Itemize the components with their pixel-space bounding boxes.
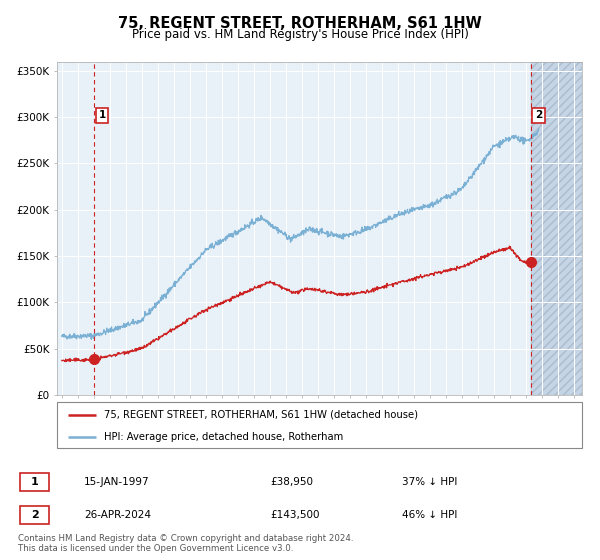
Text: 26-APR-2024: 26-APR-2024	[84, 510, 151, 520]
Text: 46% ↓ HPI: 46% ↓ HPI	[402, 510, 457, 520]
Text: 1: 1	[98, 110, 106, 120]
Text: 75, REGENT STREET, ROTHERHAM, S61 1HW (detached house): 75, REGENT STREET, ROTHERHAM, S61 1HW (d…	[104, 410, 418, 420]
Text: 37% ↓ HPI: 37% ↓ HPI	[402, 477, 457, 487]
Text: HPI: Average price, detached house, Rotherham: HPI: Average price, detached house, Roth…	[104, 432, 343, 441]
Text: Price paid vs. HM Land Registry's House Price Index (HPI): Price paid vs. HM Land Registry's House …	[131, 28, 469, 41]
Bar	[531, 62, 582, 395]
Bar	[531, 62, 582, 395]
Text: Contains HM Land Registry data © Crown copyright and database right 2024.
This d: Contains HM Land Registry data © Crown c…	[18, 534, 353, 553]
Text: £143,500: £143,500	[270, 510, 320, 520]
Text: 75, REGENT STREET, ROTHERHAM, S61 1HW: 75, REGENT STREET, ROTHERHAM, S61 1HW	[118, 16, 482, 31]
Text: 2: 2	[31, 510, 38, 520]
Text: 2: 2	[535, 110, 542, 120]
Text: £38,950: £38,950	[270, 477, 313, 487]
Text: 15-JAN-1997: 15-JAN-1997	[84, 477, 149, 487]
Text: 1: 1	[31, 477, 38, 487]
